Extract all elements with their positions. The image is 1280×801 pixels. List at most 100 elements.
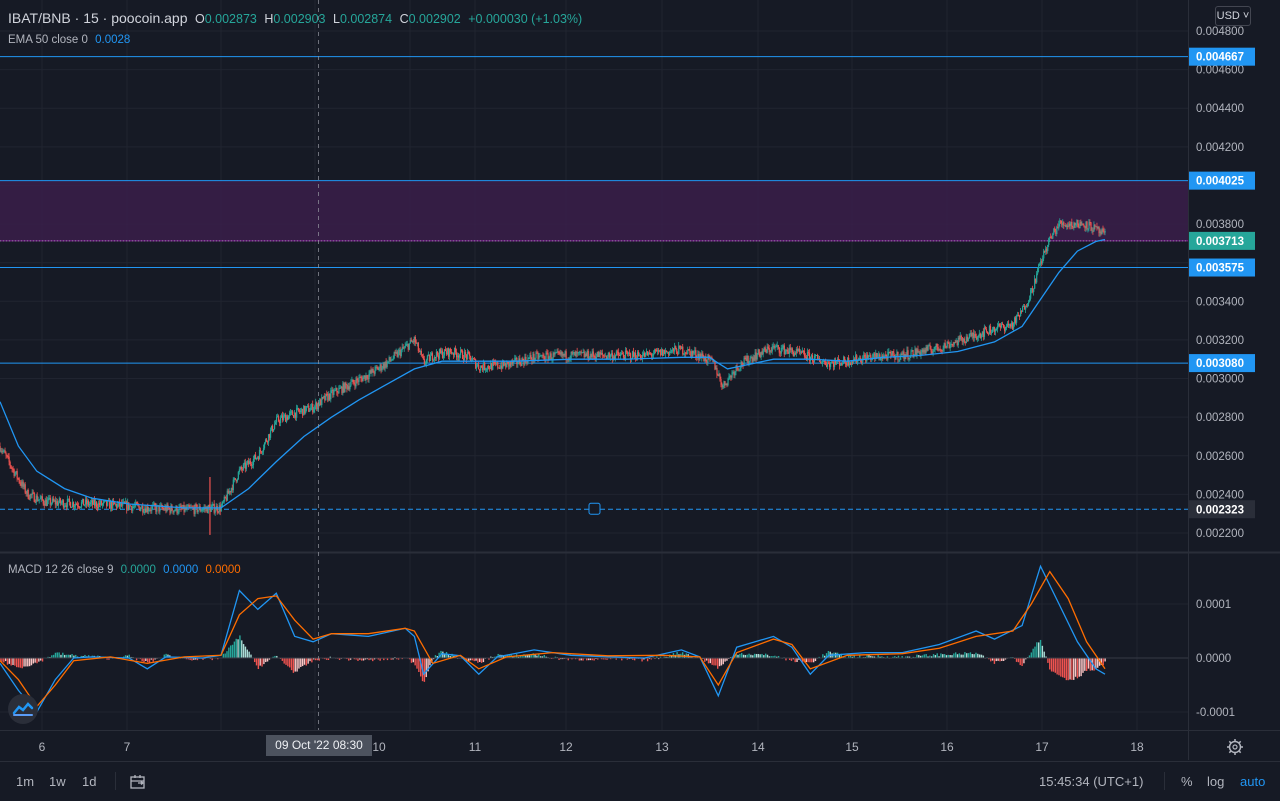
candle-body: [574, 352, 576, 357]
candle-body: [906, 350, 908, 356]
histogram-bar: [938, 656, 940, 658]
candle-body: [833, 362, 835, 367]
candle-body: [489, 368, 491, 370]
histogram-bar: [659, 656, 662, 658]
range-1d-button[interactable]: 1d: [82, 774, 97, 789]
candle-body: [656, 349, 658, 352]
candle-body: [1027, 303, 1029, 307]
candle-body: [681, 346, 683, 349]
histogram-bar: [30, 658, 33, 666]
signal-line: [0, 570, 1106, 708]
candle-body: [359, 377, 361, 379]
histogram-bar: [873, 656, 876, 658]
candle-body: [916, 349, 918, 356]
histogram-bar: [250, 654, 252, 658]
candle-body: [263, 442, 266, 449]
ohlc-legend: IBAT/BNB · 15 · poocoin.app O0.002873 H0…: [8, 10, 586, 26]
histogram-bar: [1019, 658, 1021, 666]
histogram-bar: [713, 658, 715, 666]
candle-body: [895, 355, 897, 360]
candle-body: [775, 346, 777, 348]
current-price-tag: [1189, 231, 1255, 250]
candle-body: [31, 492, 33, 495]
candle-body: [912, 349, 914, 357]
candle-body: [727, 378, 729, 386]
histogram-bar: [657, 658, 660, 660]
auto-scale-toggle[interactable]: auto: [1240, 774, 1266, 789]
candle-body: [42, 499, 44, 504]
candle-body: [200, 510, 202, 512]
candle-body: [354, 383, 356, 387]
currency-selector[interactable]: USD ˅: [1215, 6, 1251, 26]
candle-body: [387, 361, 389, 363]
histogram-bar: [141, 658, 143, 662]
candle-body: [594, 356, 596, 360]
percent-scale-toggle[interactable]: %: [1181, 774, 1193, 789]
candle-body: [975, 336, 978, 340]
candle-body: [480, 365, 482, 371]
candle-body: [276, 416, 278, 423]
ema-legend[interactable]: EMA 50 close 0 0.0028: [8, 34, 134, 46]
histogram-bar: [545, 656, 547, 658]
candle-body: [619, 354, 622, 356]
range-1m-button[interactable]: 1m: [16, 774, 35, 789]
histogram-bar: [929, 655, 931, 658]
histogram-bar: [1056, 658, 1058, 675]
candle-body: [893, 352, 895, 357]
candle-body: [96, 501, 98, 508]
histogram-bar: [925, 654, 927, 658]
log-scale-toggle[interactable]: log: [1207, 774, 1225, 789]
candle-body: [333, 390, 335, 395]
histogram-bar: [1030, 652, 1033, 658]
candle-body: [758, 349, 760, 354]
candle-body: [23, 484, 25, 487]
candle-body: [987, 333, 990, 335]
candle-body: [475, 359, 477, 369]
histogram-bar: [742, 654, 745, 658]
candle-body: [1070, 221, 1072, 226]
candle-body: [51, 498, 53, 504]
candle-body: [119, 501, 121, 507]
histogram-bar: [475, 658, 477, 661]
histogram-bar: [578, 658, 581, 661]
level-tag-label: 0.003080: [1196, 358, 1244, 370]
candle-body: [872, 354, 874, 358]
histogram-bar: [445, 651, 448, 658]
candle-body: [701, 353, 703, 358]
candle-body: [112, 500, 114, 509]
candle-body: [390, 359, 392, 361]
price-tick-label: 0.003800: [1196, 219, 1244, 231]
candle-body: [228, 491, 230, 494]
histogram-bar: [228, 647, 230, 658]
candle-body: [779, 352, 781, 354]
macd-legend[interactable]: MACD 12 26 close 9 0.0000 0.0000 0.0000: [8, 564, 245, 576]
candle-body: [772, 345, 774, 347]
histogram-bar: [1015, 658, 1018, 662]
candle-body: [708, 355, 710, 357]
candle-body: [476, 365, 478, 369]
candle-body: [308, 405, 310, 412]
candle-body: [1037, 268, 1039, 274]
candle-body: [430, 353, 433, 356]
candle-body: [866, 354, 868, 362]
histogram-bar: [19, 658, 22, 668]
candle-body: [548, 357, 550, 361]
histogram-bar: [966, 653, 968, 658]
tradingview-logo-icon[interactable]: [7, 693, 39, 725]
histogram-bar: [63, 654, 66, 658]
clock-display[interactable]: 15:45:34 (UTC+1): [1039, 774, 1144, 789]
candle-body: [552, 353, 554, 360]
candle-body: [748, 361, 750, 364]
candle-body: [722, 385, 724, 388]
histogram-bar: [951, 655, 953, 658]
candle-body: [674, 346, 676, 352]
date-range-icon[interactable]: [128, 772, 148, 792]
candle-body: [655, 349, 657, 351]
candle-body: [901, 353, 903, 355]
candle-body: [1048, 238, 1050, 246]
gear-icon[interactable]: [1225, 737, 1245, 757]
candle-body: [617, 352, 620, 355]
range-1w-button[interactable]: 1w: [49, 774, 66, 789]
candle-body: [989, 326, 992, 333]
